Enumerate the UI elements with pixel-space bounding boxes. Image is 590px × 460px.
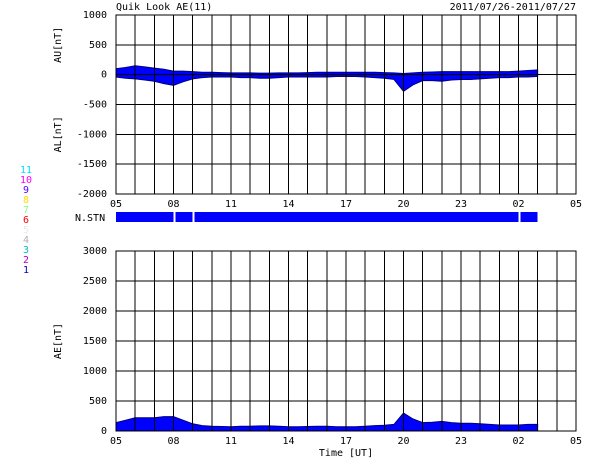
y-tick-label: 1000 (83, 366, 107, 377)
y-tick-label: 2000 (83, 306, 107, 317)
y-axis-label: AL[nT] (53, 116, 64, 152)
x-tick-label: 05 (570, 436, 582, 447)
station-legend-label: 8 (23, 195, 29, 206)
x-tick-label: 23 (455, 199, 467, 210)
y-tick-label: 0 (101, 70, 107, 81)
station-legend-label: 2 (23, 255, 29, 266)
x-tick-label: 02 (512, 436, 524, 447)
y-tick-label: 1000 (83, 10, 107, 21)
y-tick-label: 2500 (83, 276, 107, 287)
y-tick-label: 500 (89, 40, 107, 51)
chart-title: Quik Look AE(11) (116, 2, 212, 13)
x-tick-label: 14 (282, 199, 294, 210)
nstn-label: N.STN (75, 213, 105, 224)
y-tick-label: 0 (101, 426, 107, 437)
plot-frame (115, 14, 577, 195)
y-axis-label: AU[nT] (53, 27, 64, 63)
y-tick-label: -1500 (77, 159, 107, 170)
station-legend-label: 11 (20, 165, 32, 176)
station-legend-label: 10 (20, 175, 32, 186)
x-tick-label: 08 (167, 199, 179, 210)
y-tick-label: 1500 (83, 336, 107, 347)
y-axis-label: AE[nT] (53, 323, 64, 359)
station-legend-label: 6 (23, 215, 29, 226)
nstn-segment (520, 212, 538, 222)
x-tick-label: 20 (397, 199, 409, 210)
x-tick-label: 14 (282, 436, 294, 447)
x-tick-label: 11 (225, 199, 237, 210)
nstn-segment (194, 212, 519, 222)
x-tick-label: 17 (340, 436, 352, 447)
x-tick-label: 17 (340, 199, 352, 210)
nstn-segment (116, 212, 174, 222)
station-legend-label: 9 (23, 185, 29, 196)
station-legend-label: 1 (23, 265, 29, 276)
y-tick-label: -1000 (77, 129, 107, 140)
x-tick-label: 11 (225, 436, 237, 447)
area (115, 65, 539, 76)
station-legend-label: 7 (23, 205, 29, 216)
date-range: 2011/07/26-2011/07/27 (450, 2, 576, 13)
x-tick-label: 08 (167, 436, 179, 447)
y-tick-label: 3000 (83, 246, 107, 257)
area (115, 74, 539, 93)
x-axis-label: Time [UT] (319, 448, 373, 459)
station-legend-label: 5 (23, 225, 29, 236)
x-tick-label: 05 (570, 199, 582, 210)
x-tick-label: 23 (455, 436, 467, 447)
x-tick-label: 05 (110, 199, 122, 210)
x-tick-label: 05 (110, 436, 122, 447)
y-tick-label: 500 (89, 396, 107, 407)
y-tick-label: -500 (83, 100, 107, 111)
x-tick-label: 02 (512, 199, 524, 210)
plot-frame (115, 250, 577, 432)
area (115, 412, 539, 432)
x-tick-label: 20 (397, 436, 409, 447)
station-legend-label: 3 (23, 245, 29, 256)
nstn-segment (175, 212, 193, 222)
y-tick-label: -2000 (77, 189, 107, 200)
station-legend-label: 4 (23, 235, 29, 246)
